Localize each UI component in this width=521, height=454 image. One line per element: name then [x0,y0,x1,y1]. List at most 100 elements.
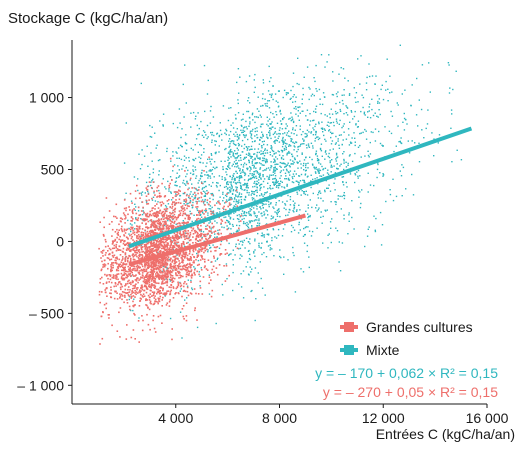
point [257,157,260,160]
point [283,116,285,119]
point [195,258,197,261]
point [178,108,181,110]
point [165,236,167,238]
point [357,175,359,177]
point [374,230,377,233]
point [272,174,275,176]
point [191,187,193,189]
point [203,222,205,224]
point [179,265,182,268]
point [330,164,333,166]
point [157,273,159,275]
point [256,195,258,197]
point [212,198,214,201]
point [116,236,118,239]
point [339,165,341,167]
point [189,199,192,202]
point [334,143,337,145]
point [176,243,178,245]
point [133,298,135,300]
point [120,293,123,296]
point [150,214,153,217]
point [260,277,262,280]
point [274,159,276,161]
point [177,252,180,255]
point [143,270,146,273]
point [166,280,169,282]
point [242,118,244,120]
point [262,151,265,153]
point [112,266,114,269]
point [108,317,110,319]
point [170,215,172,218]
point [228,157,230,160]
point [304,174,306,176]
point [296,209,298,211]
point [209,201,211,203]
point [450,109,453,111]
point [238,134,241,137]
point [181,128,183,130]
point [121,230,124,233]
point [278,151,280,153]
point [229,196,231,199]
point [133,233,136,236]
point [157,207,160,209]
point [154,245,156,248]
point [175,273,177,275]
point [294,158,296,161]
point [258,151,261,154]
point [279,184,281,187]
point [155,246,157,248]
point [133,249,135,251]
point [171,279,173,281]
point [289,159,292,161]
point [231,187,233,189]
point [133,176,136,178]
point [191,274,194,277]
point [310,95,313,97]
point [268,118,271,120]
point [276,158,279,160]
point [163,213,166,215]
point [206,233,208,235]
point [213,134,215,137]
point [411,84,413,86]
point [154,285,157,288]
point [123,214,126,216]
point [272,85,274,87]
point [337,168,339,170]
point [155,250,158,253]
point [286,185,288,187]
point [183,257,186,259]
point [122,242,125,245]
point [357,58,359,60]
point [153,214,155,217]
point [289,174,291,176]
point [156,222,159,224]
point [336,230,339,232]
point [192,169,194,171]
point [303,242,306,244]
point [192,233,195,235]
point [276,122,279,124]
point [342,125,344,127]
point [222,191,224,194]
point [369,117,372,119]
point [170,244,172,246]
point [287,177,290,180]
point [168,271,171,273]
point [379,211,382,214]
point [146,255,148,258]
point [184,290,187,293]
point [121,259,123,262]
point [182,220,184,222]
point [275,218,277,221]
point [299,128,301,131]
point [196,319,198,321]
point [303,140,305,142]
point [246,189,248,192]
point [271,239,273,242]
point [196,218,198,221]
point [170,270,173,273]
